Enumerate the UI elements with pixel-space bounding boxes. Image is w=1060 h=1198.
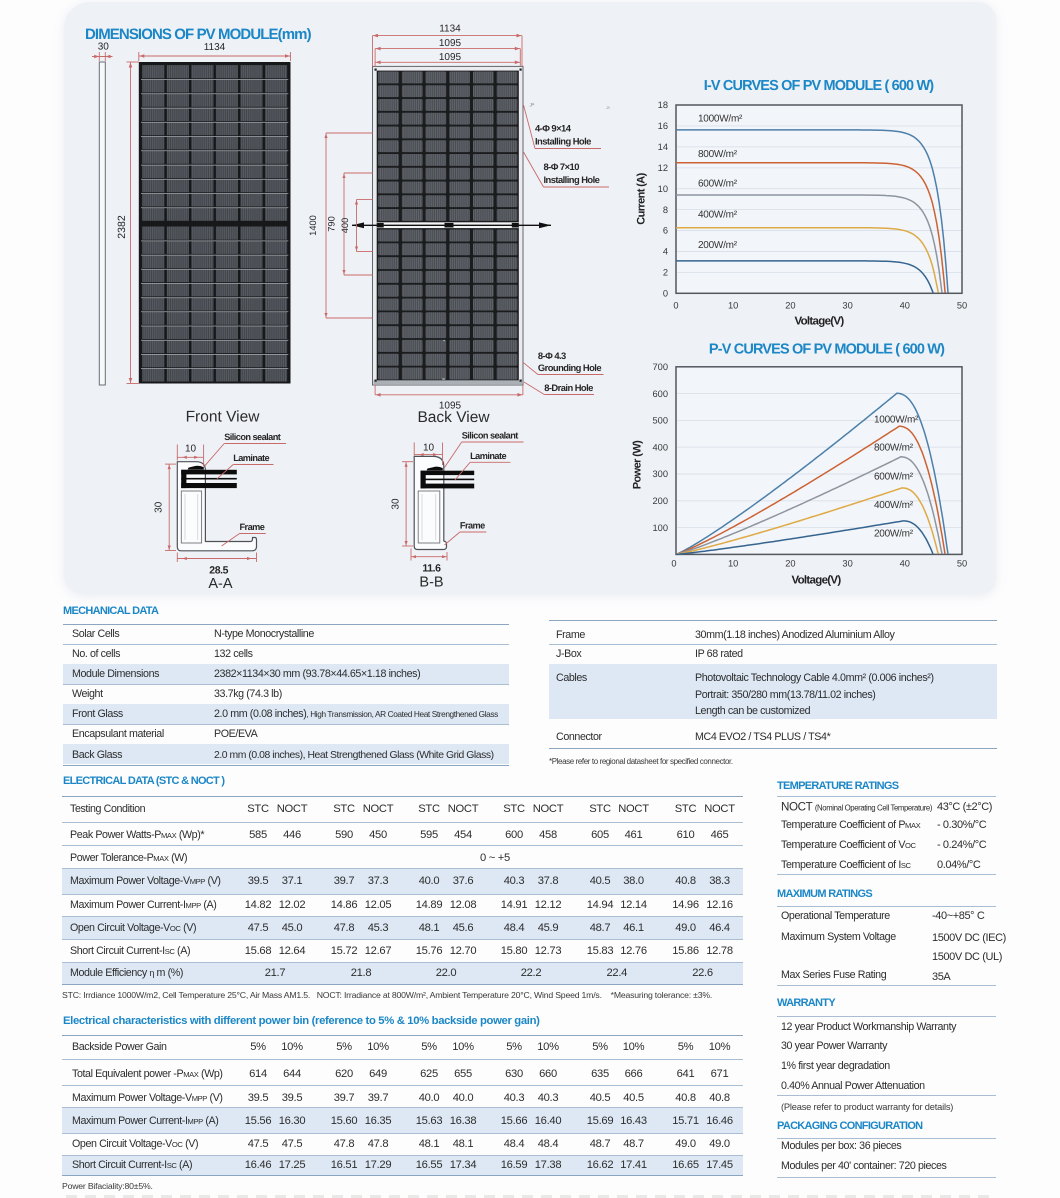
svg-text:Installing Hole: Installing Hole bbox=[544, 174, 600, 185]
svg-text:800W/m²: 800W/m² bbox=[874, 443, 914, 454]
svg-text:10: 10 bbox=[728, 301, 738, 311]
svg-text:18: 18 bbox=[658, 100, 668, 110]
svg-text:16: 16 bbox=[658, 121, 668, 131]
svg-text:Grounding Hole: Grounding Hole bbox=[538, 362, 601, 373]
svg-text:50: 50 bbox=[957, 301, 967, 311]
svg-text:1000W/m²: 1000W/m² bbox=[698, 114, 743, 125]
svg-text:Voltage(V): Voltage(V) bbox=[791, 575, 841, 587]
svg-text:4-Φ 9×14: 4-Φ 9×14 bbox=[535, 123, 572, 134]
svg-text:400W/m²: 400W/m² bbox=[698, 210, 738, 221]
svg-text:Silicon sealant: Silicon sealant bbox=[224, 432, 281, 442]
svg-text:30: 30 bbox=[391, 498, 402, 510]
svg-text:Frame: Frame bbox=[240, 522, 265, 532]
svg-text:400: 400 bbox=[652, 442, 668, 452]
svg-text:50: 50 bbox=[957, 559, 967, 569]
svg-text:Laminate: Laminate bbox=[470, 451, 506, 461]
svg-text:P-V CURVES OF PV MODULE ( 600: P-V CURVES OF PV MODULE ( 600 W) bbox=[709, 342, 945, 358]
svg-text:6: 6 bbox=[663, 226, 668, 236]
svg-text:200: 200 bbox=[652, 496, 668, 506]
svg-text:30: 30 bbox=[842, 559, 852, 569]
svg-text:I-V CURVES OF PV MODULE ( 600: I-V CURVES OF PV MODULE ( 600 W) bbox=[704, 78, 935, 94]
svg-text:Installing Hole: Installing Hole bbox=[535, 136, 591, 147]
svg-text:200W/m²: 200W/m² bbox=[698, 240, 738, 251]
svg-text:2: 2 bbox=[663, 268, 668, 278]
svg-text:30: 30 bbox=[98, 42, 110, 53]
svg-text:790: 790 bbox=[327, 216, 337, 232]
svg-text:Voltage(V): Voltage(V) bbox=[794, 316, 844, 328]
svg-text:Current (A): Current (A) bbox=[636, 172, 648, 224]
svg-text:12: 12 bbox=[658, 163, 668, 173]
svg-text:1095: 1095 bbox=[439, 38, 462, 49]
svg-text:1134: 1134 bbox=[439, 23, 461, 34]
svg-text:1095: 1095 bbox=[439, 401, 462, 412]
svg-text:600: 600 bbox=[652, 389, 668, 399]
svg-text:1095: 1095 bbox=[439, 52, 462, 63]
svg-text:400: 400 bbox=[340, 218, 350, 234]
svg-text:A-A: A-A bbox=[208, 576, 233, 592]
svg-text:40: 40 bbox=[900, 301, 910, 311]
svg-text:Jᴬ: Jᴬ bbox=[530, 103, 536, 109]
svg-text:20: 20 bbox=[785, 301, 795, 311]
svg-text:ᴶᴬ: ᴶᴬ bbox=[606, 106, 611, 112]
svg-text:DIMENSIONS OF PV MODULE(mm): DIMENSIONS OF PV MODULE(mm) bbox=[85, 26, 312, 43]
svg-text:1000W/m²: 1000W/m² bbox=[874, 415, 919, 426]
svg-text:Laminate: Laminate bbox=[233, 453, 269, 463]
svg-text:Silicon sealant: Silicon sealant bbox=[462, 431, 519, 441]
svg-text:10: 10 bbox=[728, 559, 738, 569]
svg-text:8-Drain Hole: 8-Drain Hole bbox=[544, 382, 593, 393]
svg-text:20: 20 bbox=[785, 559, 795, 569]
svg-text:0: 0 bbox=[673, 301, 678, 311]
svg-text:8-Φ 7×10: 8-Φ 7×10 bbox=[544, 161, 580, 172]
svg-text:11.6: 11.6 bbox=[422, 563, 441, 575]
svg-text:ᴮᴸ: ᴮᴸ bbox=[442, 377, 446, 382]
svg-text:1134: 1134 bbox=[204, 42, 226, 53]
svg-text:8: 8 bbox=[663, 205, 668, 215]
svg-text:300: 300 bbox=[652, 469, 668, 479]
svg-text:B-B: B-B bbox=[419, 575, 443, 591]
svg-text:0: 0 bbox=[671, 559, 676, 569]
svg-text:700: 700 bbox=[652, 362, 668, 372]
svg-text:10: 10 bbox=[185, 444, 197, 455]
svg-text:Frame: Frame bbox=[460, 521, 485, 531]
svg-text:800W/m²: 800W/m² bbox=[698, 149, 738, 160]
svg-text:Back View: Back View bbox=[417, 409, 490, 426]
svg-text:2382: 2382 bbox=[116, 215, 128, 239]
svg-text:40: 40 bbox=[900, 559, 910, 569]
svg-text:30: 30 bbox=[842, 301, 852, 311]
svg-text:600W/m²: 600W/m² bbox=[874, 472, 914, 483]
svg-text:▪: ▪ bbox=[443, 338, 445, 343]
svg-text:400W/m²: 400W/m² bbox=[874, 500, 914, 511]
svg-text:Power (W): Power (W) bbox=[632, 440, 644, 489]
svg-text:30: 30 bbox=[154, 501, 165, 513]
svg-text:100: 100 bbox=[652, 523, 668, 533]
svg-text:Front View: Front View bbox=[186, 409, 261, 426]
svg-text:4: 4 bbox=[663, 247, 668, 257]
svg-text:10: 10 bbox=[658, 184, 668, 194]
svg-text:14: 14 bbox=[658, 142, 668, 152]
svg-text:600W/m²: 600W/m² bbox=[698, 179, 738, 190]
svg-text:28.5: 28.5 bbox=[209, 564, 228, 576]
svg-text:200W/m²: 200W/m² bbox=[874, 529, 914, 540]
svg-text:500: 500 bbox=[652, 416, 668, 426]
svg-text:0: 0 bbox=[663, 289, 668, 299]
svg-text:8-Φ 4.3: 8-Φ 4.3 bbox=[538, 350, 566, 361]
svg-text:10: 10 bbox=[423, 443, 435, 454]
svg-text:1400: 1400 bbox=[308, 215, 318, 236]
